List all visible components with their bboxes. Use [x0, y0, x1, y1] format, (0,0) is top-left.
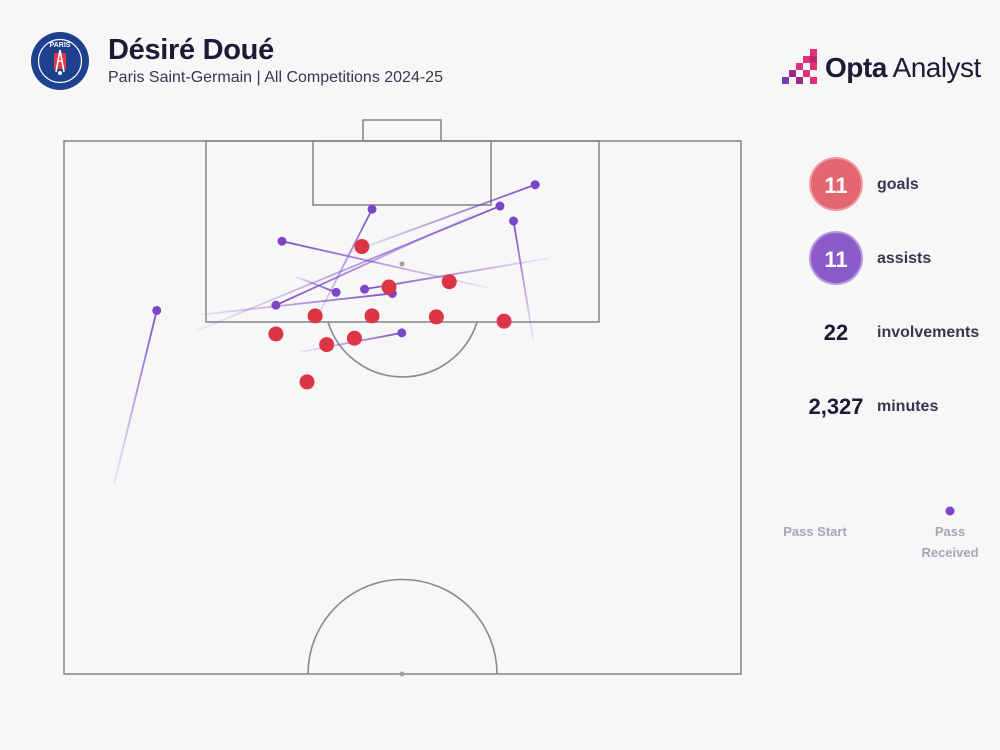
- assists-count: 11: [809, 231, 863, 285]
- psg-crest-logo: PARIS: [31, 32, 89, 90]
- assist-pass-received-point: [277, 236, 287, 246]
- pitch-lines: [63, 119, 742, 675]
- assist-pass-received-point: [367, 204, 377, 214]
- minutes-count: 2,327: [808, 394, 864, 419]
- brand-wordmark: Opta Analyst: [825, 52, 981, 84]
- goal-shot-point: [354, 239, 370, 255]
- centre-spot: [399, 671, 405, 677]
- goal-shot-point: [364, 308, 380, 324]
- goal-shot-point: [496, 313, 512, 329]
- assist-pass-received-point: [397, 328, 407, 338]
- goal-shot-point: [428, 309, 444, 325]
- assist-pass-received-point: [331, 287, 341, 297]
- penalty-area: [205, 140, 600, 323]
- goal-shot-point: [441, 274, 457, 290]
- centre-circle: [307, 578, 498, 675]
- involvements-label: involvements: [877, 324, 980, 341]
- penalty-spot: [399, 261, 405, 267]
- assist-pass-line: [275, 213, 475, 306]
- goal-shot-point: [319, 337, 335, 353]
- crest-lettering: PARIS: [50, 42, 71, 49]
- assist-pass-received-point: [495, 201, 505, 211]
- goal-frame: [362, 119, 442, 142]
- assist-pass-line: [199, 292, 393, 316]
- penalty-arc: [327, 321, 478, 378]
- goal-shot-point: [307, 308, 323, 324]
- goal-shot-point: [346, 330, 362, 346]
- legend-pass-received: Pass Received: [921, 524, 979, 560]
- goal-shot-point: [268, 326, 284, 342]
- brand-bold: Opta: [825, 52, 887, 83]
- goal-shot-point: [299, 374, 315, 390]
- page-subtitle: Paris Saint-Germain | All Competitions 2…: [108, 69, 443, 86]
- opta-mark-icon: [782, 49, 817, 84]
- brand-light: Analyst: [886, 52, 982, 83]
- assist-pass-line: [196, 205, 501, 332]
- minutes-label: minutes: [877, 398, 939, 415]
- assists-label: assists: [877, 250, 932, 267]
- legend-pass-received-dot: [945, 506, 955, 516]
- pitch-outline: [63, 140, 742, 675]
- page-title: Désiré Doué: [108, 34, 274, 66]
- assist-pass-line: [512, 220, 535, 340]
- legend-pass-start: Pass Start: [783, 524, 847, 539]
- goal-shot-point: [381, 279, 397, 295]
- involvements-count: 22: [823, 320, 849, 345]
- assist-pass-received-point: [530, 180, 540, 190]
- assist-pass-received-point: [509, 216, 519, 226]
- goals-label: goals: [877, 176, 919, 193]
- assist-pass-line: [113, 310, 158, 485]
- goals-count: 11: [809, 157, 863, 211]
- assist-pass-line: [294, 275, 337, 294]
- assist-pass-received-point: [360, 284, 370, 294]
- assist-pass-received-point: [152, 305, 162, 315]
- six-yard-box: [312, 140, 492, 206]
- assist-pass-line: [342, 183, 536, 256]
- goal-shots: [268, 239, 512, 390]
